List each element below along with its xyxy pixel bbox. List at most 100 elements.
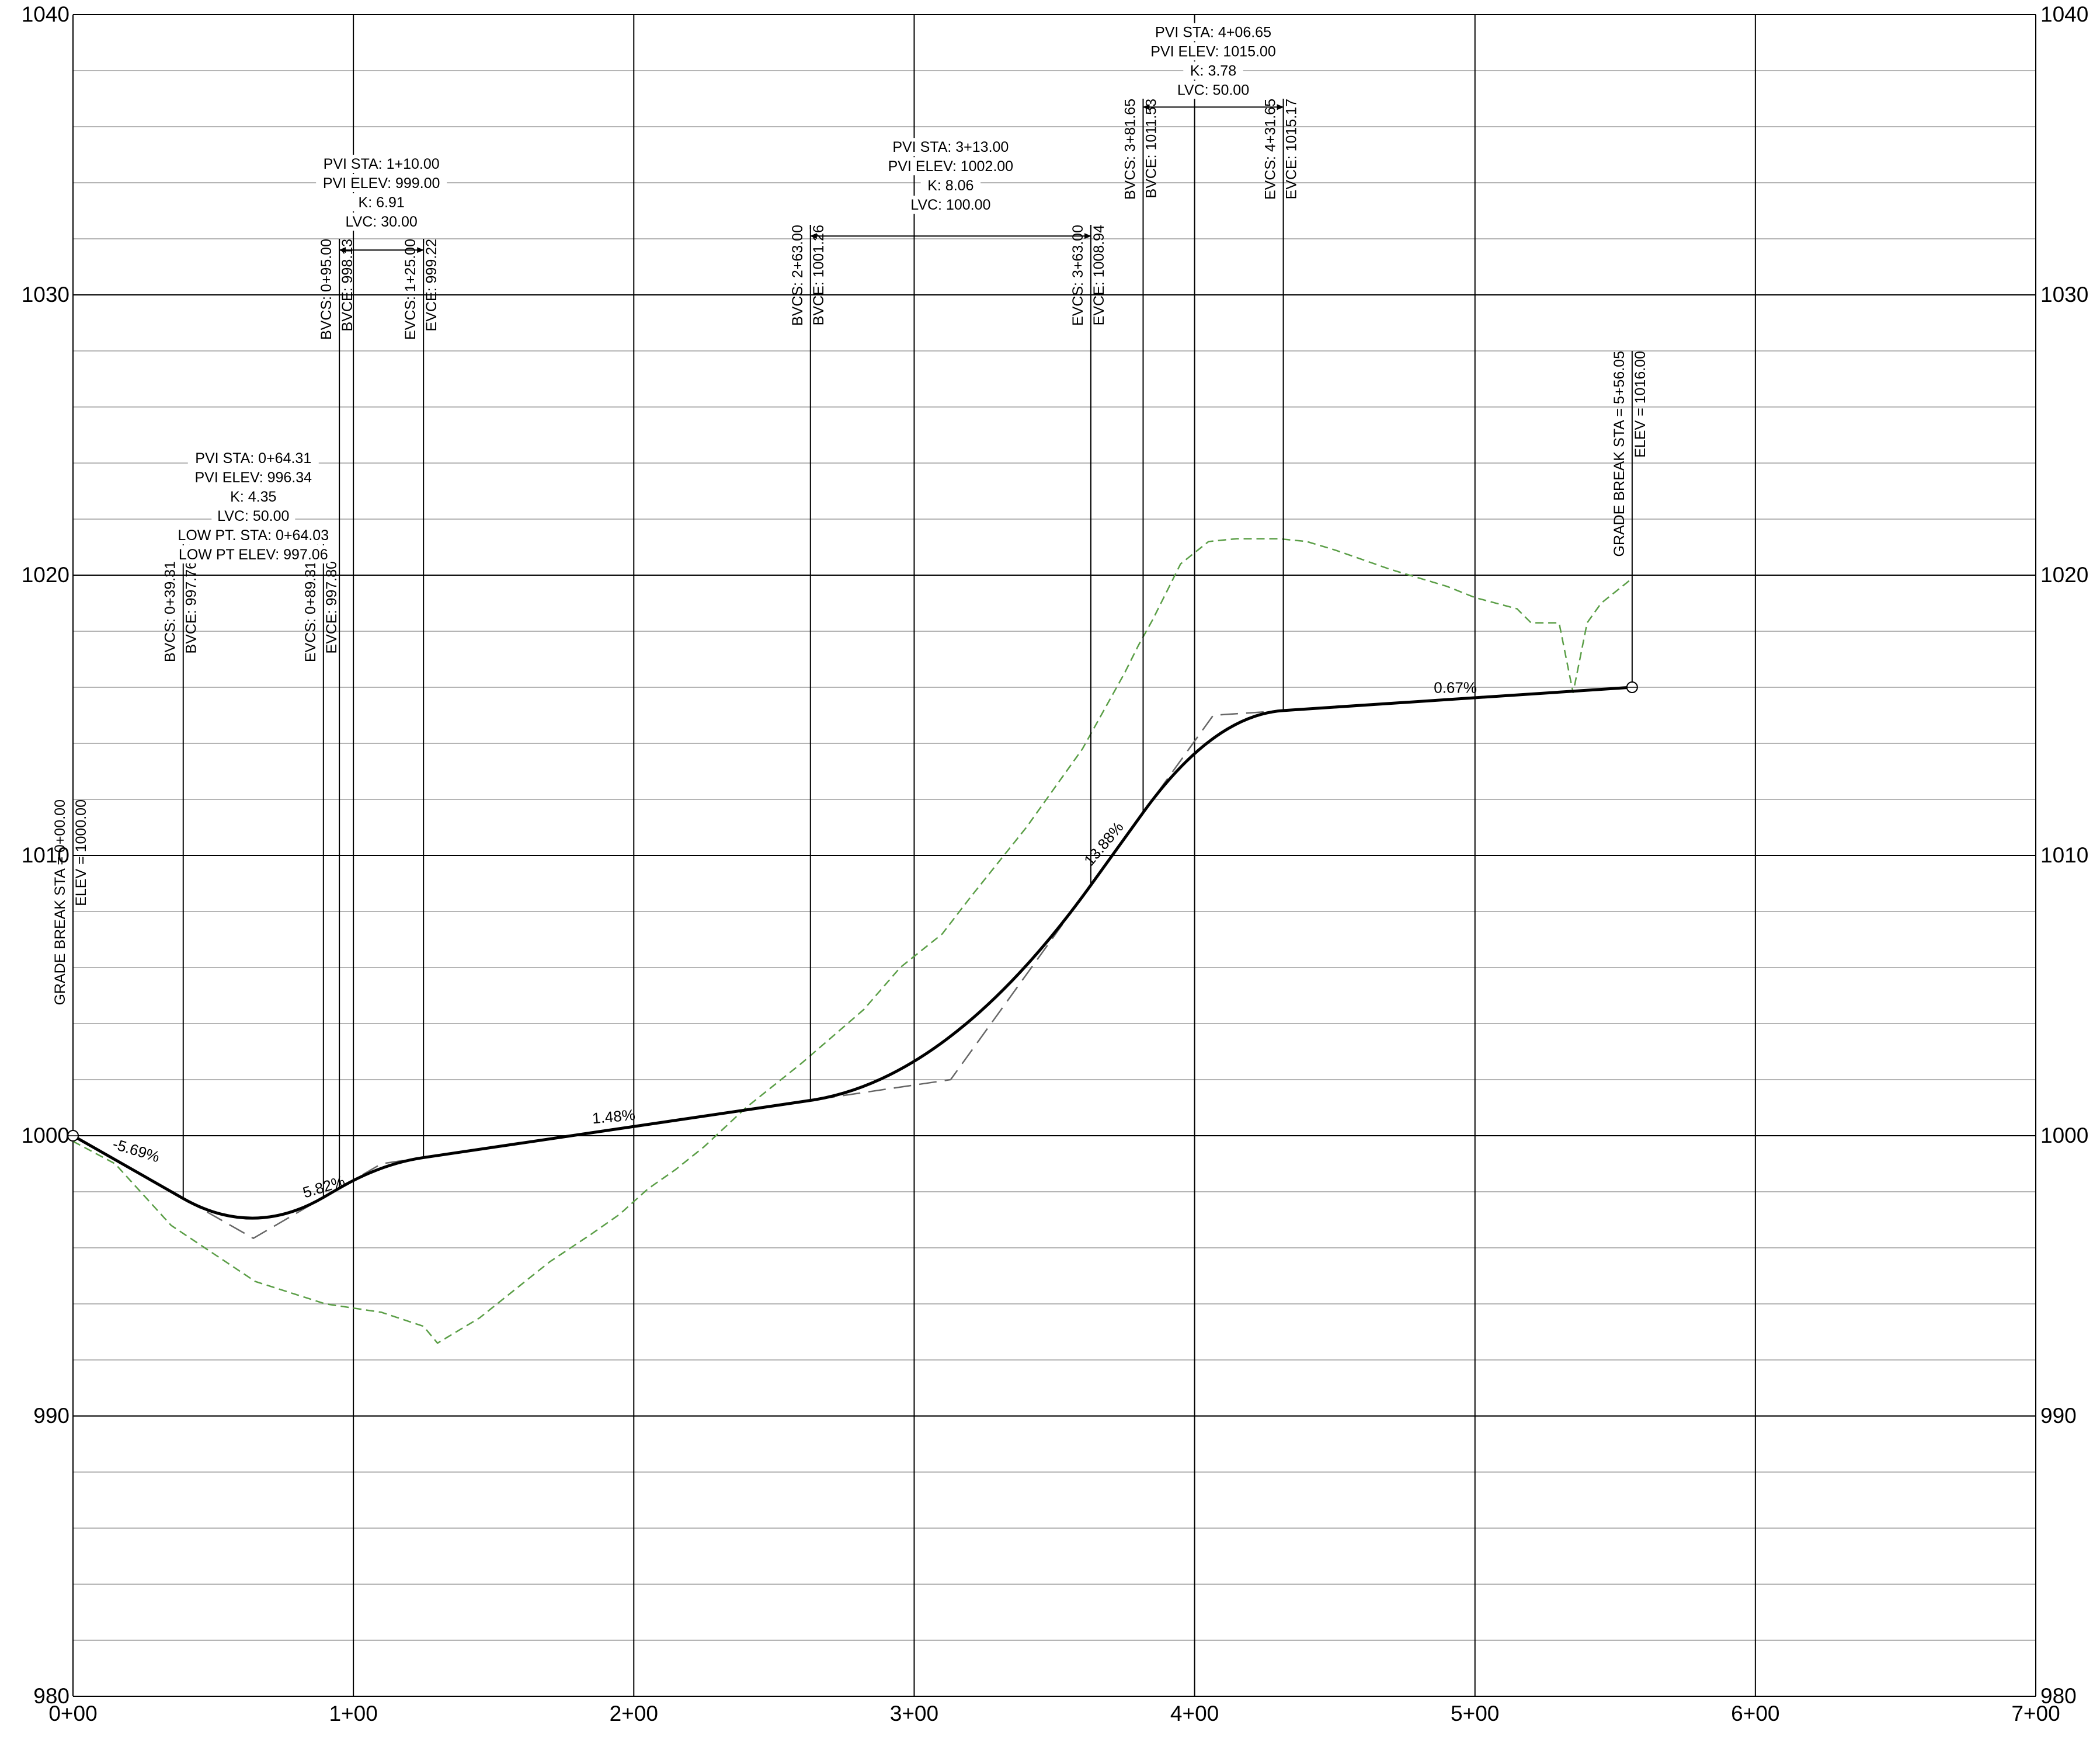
pvi-label: K: 8.06 — [927, 178, 973, 194]
grade-label: 0.67% — [1434, 679, 1477, 697]
tangent-line — [72, 686, 1632, 1240]
x-tick-label: 3+00 — [890, 1702, 938, 1725]
bvc-label: BVCS: 0+95.00 BVCE: 998.13 — [318, 239, 356, 340]
pvi-label-bg — [176, 545, 331, 563]
bvc-label-text: BVCE: 998.13 — [339, 239, 356, 331]
bvc-label-text: BVCS: 3+81.65 — [1122, 99, 1138, 200]
bvc-label: BVCS: 3+81.65 BVCE: 1011.53 — [1122, 99, 1159, 200]
grade-label: 1.48% — [592, 1106, 636, 1127]
evc-label-text: EVCE: 997.80 — [324, 561, 340, 653]
pvi-label-bg — [351, 193, 412, 211]
grade-break-label-text: ELEV = 1016.00 — [1632, 351, 1649, 458]
pvi-label: LOW PT. STA: 0+64.03 — [178, 527, 329, 544]
pvi-label-bg — [339, 213, 423, 231]
curve-annotations: GRADE BREAK STA = 0+00.00 ELEV = 1000.00G… — [52, 23, 1649, 1199]
x-tick-label: 6+00 — [1731, 1702, 1779, 1725]
evc-label-text: EVCE: 1015.17 — [1284, 99, 1300, 199]
pvi-label: PVI ELEV: 999.00 — [323, 175, 440, 192]
y-tick-label-right: 990 — [2040, 1404, 2077, 1428]
evc-label-text: EVCE: 999.22 — [423, 239, 440, 331]
pvi-label-bg — [316, 174, 447, 192]
pvi-label: PVI ELEV: 1002.00 — [888, 158, 1014, 175]
y-tick-label: 1040 — [22, 2, 69, 26]
pvi-label: PVI STA: 3+13.00 — [892, 139, 1009, 155]
evc-label-text: EVCS: 0+89.31 — [303, 561, 319, 662]
pvi-label: K: 6.91 — [359, 194, 405, 211]
evc-label: EVCS: 3+63.00 EVCE: 1008.94 — [1070, 225, 1107, 326]
bvc-label: BVCS: 0+39.31 BVCE: 997.76 — [162, 561, 200, 662]
evc-label-text: EVCE: 1008.94 — [1091, 225, 1107, 325]
pvi-label-bg — [187, 449, 319, 467]
pvi-label: PVI STA: 1+10.00 — [324, 156, 440, 172]
proposed-profile-line — [72, 686, 1632, 1220]
y-tick-label-right: 1020 — [2040, 563, 2088, 587]
pvi-label-bg — [905, 196, 997, 214]
pvi-label-bg — [1171, 81, 1256, 99]
evc-label: EVCS: 0+89.31 EVCE: 997.80 — [303, 561, 340, 662]
pvi-label: PVI ELEV: 1015.00 — [1150, 43, 1276, 60]
y-tick-label-right: 1030 — [2040, 283, 2088, 307]
bvc-label-text: BVCS: 0+95.00 — [318, 239, 335, 340]
x-tick-label: 5+00 — [1451, 1702, 1499, 1725]
evc-label: EVCS: 1+25.00 EVCE: 999.22 — [402, 239, 440, 340]
axis-tick-labels: 0+00 1+00 2+00 3+00 4+00 5+00 6+00 7+0098099010… — [22, 2, 2089, 1725]
pvi-label-bg — [211, 507, 295, 525]
evc-label-text: EVCS: 4+31.65 — [1263, 99, 1279, 200]
y-tick-label: 1010 — [22, 843, 69, 867]
bvc-label-text: BVCE: 1001.26 — [811, 225, 827, 325]
pvi-label-bg — [881, 157, 1020, 176]
evc-label-text: EVCS: 3+63.00 — [1070, 225, 1086, 326]
x-tick-label: 4+00 — [1170, 1702, 1219, 1725]
y-tick-label: 990 — [33, 1404, 69, 1428]
pvi-label-bg — [1143, 42, 1283, 61]
y-tick-label: 980 — [33, 1684, 69, 1708]
grade-labels: -5.69%5.82%1.48%13.88%0.67% — [110, 679, 1476, 1202]
y-tick-label: 1000 — [22, 1123, 69, 1147]
minor-grid — [73, 70, 2036, 1641]
pvi-label: PVI STA: 4+06.65 — [1155, 24, 1271, 40]
pvi-label-bg — [172, 526, 335, 544]
x-tick-label: 0+00 — [48, 1702, 97, 1725]
bvc-label-text: BVCE: 1011.53 — [1143, 99, 1159, 198]
pvi-label-bg — [885, 138, 1016, 156]
pvi-label-bg — [920, 176, 981, 195]
grade-break-label: GRADE BREAK STA = 5+56.05 ELEV = 1016.00 — [1611, 351, 1649, 557]
pvi-label: K: 3.78 — [1190, 62, 1236, 79]
grade-break-label-text: GRADE BREAK STA = 0+00.00 — [52, 799, 68, 1006]
profile-series — [72, 538, 1632, 1344]
evc-label-text: EVCS: 1+25.00 — [402, 239, 419, 340]
pvi-label-bg — [187, 468, 319, 486]
pvi-label-bg — [1148, 23, 1279, 41]
y-tick-label-right: 1040 — [2040, 2, 2088, 26]
major-grid — [72, 14, 2036, 1697]
pvi-label-bg — [223, 488, 284, 506]
existing-ground-line — [72, 538, 1630, 1344]
pvi-label-bg — [1183, 61, 1243, 80]
pvi-label: LOW PT ELEV: 997.06 — [179, 547, 328, 563]
bvc-label-text: BVCE: 997.76 — [183, 561, 200, 653]
pvi-label: LVC: 50.00 — [217, 508, 289, 524]
y-tick-label-right: 1000 — [2040, 1123, 2088, 1147]
evc-label: EVCS: 4+31.65 EVCE: 1015.17 — [1263, 99, 1300, 200]
y-tick-label-right: 1010 — [2040, 843, 2088, 867]
pvi-label: PVI ELEV: 996.34 — [194, 469, 312, 486]
y-tick-label-right: 980 — [2040, 1684, 2077, 1708]
bvc-label-text: BVCS: 2+63.00 — [790, 225, 806, 326]
pvi-label: LVC: 30.00 — [346, 214, 418, 230]
grade-break-label: GRADE BREAK STA = 0+00.00 ELEV = 1000.00 — [52, 799, 89, 1006]
grade-break-label-text: ELEV = 1000.00 — [73, 799, 89, 906]
x-tick-label: 7+00 — [2011, 1702, 2060, 1725]
x-tick-label: 2+00 — [610, 1702, 658, 1725]
bvc-label-text: BVCS: 0+39.31 — [162, 561, 179, 662]
pvi-label: LVC: 100.00 — [910, 197, 990, 213]
grade-break-label-text: GRADE BREAK STA = 5+56.05 — [1611, 351, 1628, 557]
y-tick-label: 1030 — [22, 283, 69, 307]
x-tick-label: 1+00 — [329, 1702, 377, 1725]
bvc-label: BVCS: 2+63.00 BVCE: 1001.26 — [790, 225, 827, 326]
pvi-label: K: 4.35 — [230, 489, 276, 505]
y-tick-label: 1020 — [22, 563, 69, 587]
pvi-label-bg — [316, 155, 447, 173]
pvi-label: PVI STA: 0+64.31 — [195, 450, 311, 467]
pvi-label: LVC: 50.00 — [1177, 82, 1249, 98]
